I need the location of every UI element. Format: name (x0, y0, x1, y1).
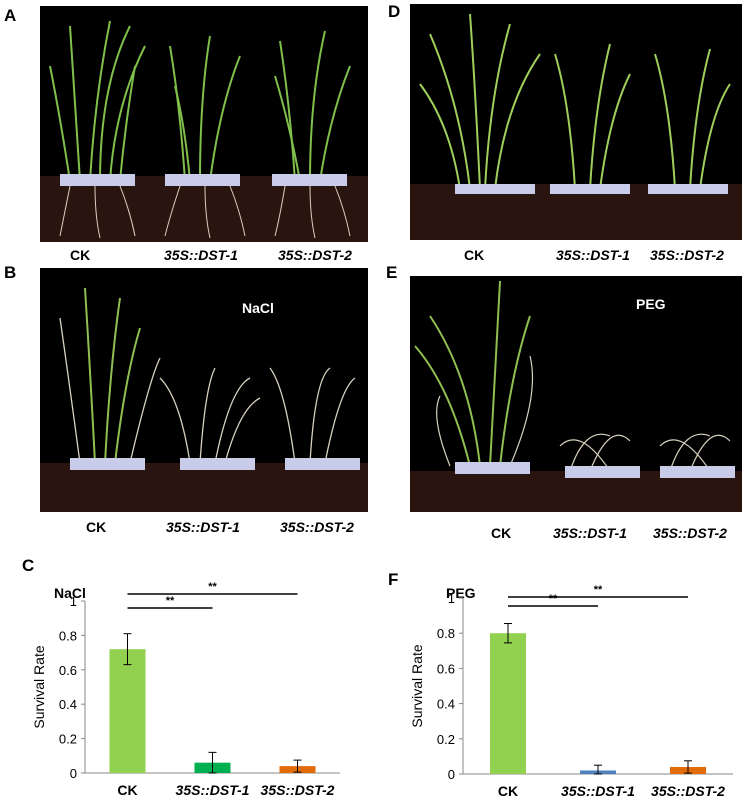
y-tick-label: 1 (448, 591, 455, 606)
y-tick-label: 0.8 (59, 628, 77, 643)
panel-letter-e: E (386, 263, 398, 282)
significance-mark-1: ** (594, 584, 603, 596)
y-tick-label: 0.6 (437, 661, 455, 676)
x-tick-label-2: 35S::DST-2 (651, 783, 725, 799)
label-dst2-e: 35S::DST-2 (653, 525, 727, 541)
label-ck-e: CK (491, 525, 512, 541)
x-tick-label-0: CK (498, 783, 518, 799)
significance-mark-1: ** (208, 581, 217, 593)
x-tick-label-2: 35S::DST-2 (261, 782, 335, 798)
x-tick-label-1: 35S::DST-1 (561, 783, 635, 799)
label-ck-b: CK (86, 519, 107, 535)
panel-letter-a: A (4, 6, 17, 25)
y-tick-label: 0.2 (59, 732, 77, 747)
label-dst2-b: 35S::DST-2 (280, 519, 354, 535)
x-tick-label-0: CK (117, 782, 137, 798)
photo-control-plants-a (40, 6, 368, 242)
label-dst2-a: 35S::DST-2 (278, 247, 352, 263)
y-tick-label: 0.4 (59, 697, 77, 712)
label-dst1-a: 35S::DST-1 (164, 247, 238, 263)
treatment-label-nacl: NaCl (242, 300, 274, 316)
y-tick-label: 1 (70, 594, 77, 609)
panel-letter-b: B (4, 263, 17, 282)
photo-peg-plants-e (410, 276, 742, 512)
x-tick-label-1: 35S::DST-1 (176, 782, 250, 798)
y-tick-label: 0.8 (437, 626, 455, 641)
y-axis-label: Survival Rate (31, 645, 47, 728)
label-dst2-d: 35S::DST-2 (650, 247, 724, 263)
y-tick-label: 0 (70, 766, 77, 781)
photo-nacl-plants-b (40, 268, 368, 512)
y-tick-label: 0.2 (437, 732, 455, 747)
panel-letter-c: C (22, 556, 35, 575)
photo-control-plants-d (410, 4, 742, 240)
y-tick-label: 0 (448, 767, 455, 782)
label-dst1-d: 35S::DST-1 (556, 247, 630, 263)
label-dst1-b: 35S::DST-1 (166, 519, 240, 535)
panel-letter-d: D (388, 2, 401, 21)
label-ck-d: CK (464, 247, 485, 263)
significance-mark-0: ** (166, 595, 175, 607)
chart-title: NaCl (54, 585, 86, 601)
y-axis-label: Survival Rate (409, 644, 425, 727)
significance-mark-0: ** (549, 593, 558, 605)
bar-0 (490, 633, 526, 774)
chart-title: PEG (446, 585, 476, 601)
treatment-label-peg: PEG (636, 296, 666, 312)
label-dst1-e: 35S::DST-1 (553, 525, 627, 541)
y-tick-label: 0.4 (437, 697, 455, 712)
bar-0 (109, 649, 146, 773)
y-tick-label: 0.6 (59, 663, 77, 678)
label-ck-a: CK (70, 247, 91, 263)
panel-letter-f: F (388, 570, 399, 589)
